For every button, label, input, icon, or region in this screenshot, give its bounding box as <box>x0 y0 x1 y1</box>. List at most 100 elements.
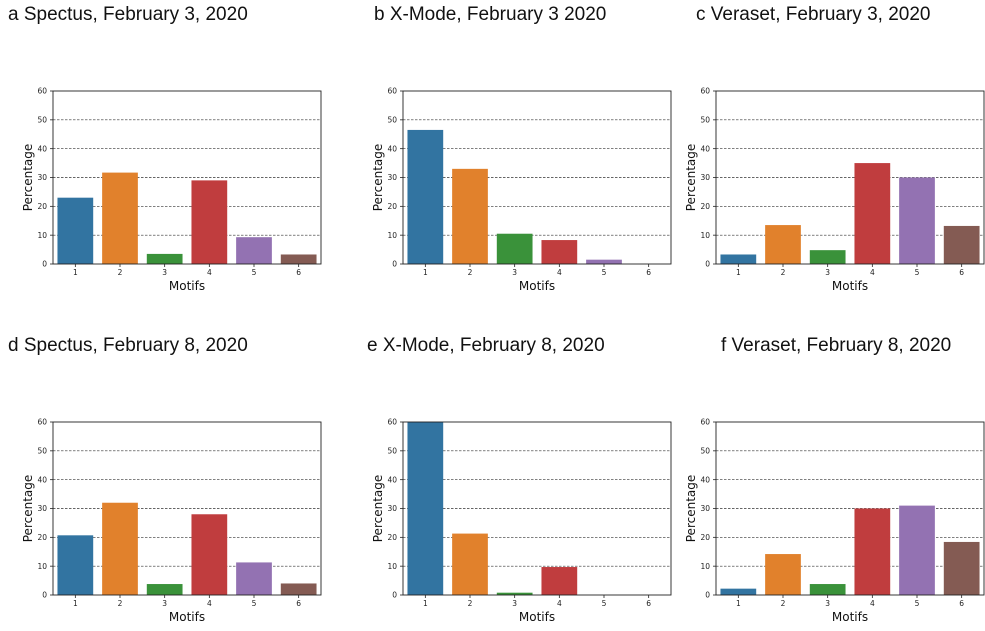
bar-chart-b: 0 10 20 30 40 50 60 1 2 3 4 5 6 Motifs Percentage <box>371 87 672 293</box>
y-tick-label: 40 <box>700 475 710 484</box>
bar-5 <box>899 505 935 595</box>
x-axis-label: Motifs <box>832 610 868 624</box>
x-tick-label: 3 <box>162 599 167 608</box>
y-tick-label: 40 <box>37 144 47 153</box>
x-axis-label: Motifs <box>169 279 205 293</box>
chart-panel-d: d Spectus, February 8, 2020 0 10 20 30 40 50 6… <box>0 331 322 631</box>
x-axis-label: Motifs <box>832 279 868 293</box>
bar-3 <box>146 253 183 264</box>
y-tick-label: 10 <box>387 562 397 571</box>
x-tick-label: 2 <box>468 599 473 608</box>
bar-5 <box>899 177 935 264</box>
y-tick-label: 60 <box>387 418 397 427</box>
y-tick-label: 0 <box>705 591 710 600</box>
bar-6 <box>943 541 980 595</box>
bar-4 <box>541 567 578 595</box>
bar-chart-c: 0 10 20 30 40 50 60 1 2 3 4 5 6 Motifs Percentage <box>684 87 985 293</box>
x-tick-label: 1 <box>73 599 78 608</box>
x-tick-label: 2 <box>781 599 786 608</box>
chart-title: d Spectus, February 8, 2020 <box>8 335 248 356</box>
x-tick-label: 5 <box>602 599 607 608</box>
x-tick-label: 3 <box>825 599 830 608</box>
x-tick-label: 1 <box>736 599 741 608</box>
x-tick-label: 6 <box>959 268 964 277</box>
bar-chart-d: 0 10 20 30 40 50 60 1 2 3 4 5 6 Motifs Percentage <box>21 418 322 624</box>
y-tick-label: 20 <box>387 533 397 542</box>
x-tick-label: 5 <box>602 268 607 277</box>
y-tick-label: 10 <box>387 231 397 240</box>
y-tick-label: 0 <box>705 260 710 269</box>
bar-4 <box>191 180 228 264</box>
x-tick-label: 6 <box>646 599 651 608</box>
y-tick-label: 40 <box>37 475 47 484</box>
y-axis-label: Percentage <box>371 144 385 212</box>
bar-2 <box>765 554 801 595</box>
x-tick-label: 6 <box>959 599 964 608</box>
x-tick-label: 1 <box>736 268 741 277</box>
x-tick-label: 6 <box>646 268 651 277</box>
x-tick-label: 2 <box>781 268 786 277</box>
bar-chart-e: 0 10 20 30 40 50 60 1 2 3 4 5 6 Motifs Percentage <box>371 418 672 624</box>
bar-2 <box>102 172 138 264</box>
y-tick-label: 20 <box>37 202 47 211</box>
x-tick-label: 2 <box>468 268 473 277</box>
chart-title: e X-Mode, February 8, 2020 <box>367 335 605 356</box>
y-tick-label: 40 <box>387 475 397 484</box>
y-tick-label: 10 <box>700 231 710 240</box>
bar-3 <box>146 584 183 595</box>
x-tick-label: 4 <box>207 268 212 277</box>
bar-3 <box>809 250 846 264</box>
x-axis-label: Motifs <box>169 610 205 624</box>
y-tick-label: 50 <box>387 446 397 455</box>
y-axis-label: Percentage <box>21 144 35 212</box>
x-tick-label: 4 <box>207 599 212 608</box>
chart-panel-b: b X-Mode, February 3 2020 0 10 20 30 40 50 60 1… <box>350 0 672 300</box>
bar-chart-f: 0 10 20 30 40 50 60 1 2 3 4 5 6 Motifs Percentage <box>684 418 985 624</box>
y-tick-label: 30 <box>387 504 397 513</box>
y-tick-label: 60 <box>37 87 47 96</box>
x-tick-label: 2 <box>118 599 123 608</box>
y-tick-label: 10 <box>37 562 47 571</box>
chart-panel-e: e X-Mode, February 8, 2020 0 10 20 30 40 50 60… <box>350 331 672 631</box>
y-tick-label: 0 <box>42 591 47 600</box>
chart-panel-a: a Spectus, February 3, 2020 0 10 20 30 40 50 6… <box>0 0 322 300</box>
chart-title: f Veraset, February 8, 2020 <box>721 335 952 356</box>
bar-4 <box>854 163 891 264</box>
y-tick-label: 30 <box>37 173 47 182</box>
chart-panel-c: c Veraset, February 3, 2020 0 10 20 30 40 50 6… <box>663 0 985 300</box>
y-tick-label: 30 <box>37 504 47 513</box>
x-axis-label: Motifs <box>519 610 555 624</box>
x-tick-label: 4 <box>557 599 562 608</box>
x-tick-label: 4 <box>870 268 875 277</box>
y-tick-label: 30 <box>387 173 397 182</box>
x-tick-label: 5 <box>915 268 920 277</box>
bar-6 <box>943 225 980 264</box>
bar-1 <box>57 197 94 264</box>
x-tick-label: 4 <box>557 268 562 277</box>
y-tick-label: 60 <box>700 87 710 96</box>
x-tick-label: 3 <box>512 268 517 277</box>
x-tick-label: 3 <box>825 268 830 277</box>
y-tick-label: 50 <box>37 115 47 124</box>
y-tick-label: 0 <box>392 591 397 600</box>
bar-1 <box>720 254 757 264</box>
x-tick-label: 1 <box>423 599 428 608</box>
x-tick-label: 4 <box>870 599 875 608</box>
x-tick-label: 3 <box>512 599 517 608</box>
bar-1 <box>407 129 444 264</box>
bar-6 <box>280 254 317 264</box>
y-tick-label: 0 <box>42 260 47 269</box>
x-tick-label: 1 <box>423 268 428 277</box>
x-axis-label: Motifs <box>519 279 555 293</box>
y-tick-label: 10 <box>700 562 710 571</box>
bar-6 <box>280 583 317 595</box>
y-axis-label: Percentage <box>684 144 698 212</box>
bar-2 <box>452 533 488 595</box>
y-axis-label: Percentage <box>684 475 698 543</box>
y-tick-label: 20 <box>700 533 710 542</box>
bar-3 <box>809 584 846 595</box>
bar-1 <box>720 588 757 595</box>
y-tick-label: 40 <box>700 144 710 153</box>
chart-title: b X-Mode, February 3 2020 <box>374 4 607 25</box>
bar-5 <box>236 237 272 264</box>
